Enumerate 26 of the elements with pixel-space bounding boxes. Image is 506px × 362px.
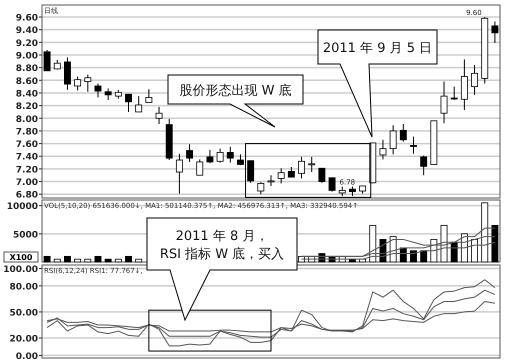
y-tick-label: 8.60 <box>16 76 38 87</box>
y-tick-label: 8.20 <box>16 102 38 112</box>
y-tick-label: 7.20 <box>16 165 38 176</box>
y-tick-label: 100.00 <box>3 264 38 275</box>
y-tick-label: 80.00 <box>10 282 38 292</box>
y-tick-label: 7.00 <box>16 178 38 188</box>
y-tick-label: 8.40 <box>16 89 38 100</box>
y-tick-label: 50.00 <box>10 308 38 318</box>
y-tick-label: 7.80 <box>16 127 38 138</box>
y-tick-label: 7.60 <box>16 140 38 150</box>
y-tick-label: 9.40 <box>16 26 38 36</box>
y-tick-label: 7.40 <box>16 152 38 163</box>
y-tick-label: 5000 <box>12 230 38 240</box>
y-tick-label: 8.80 <box>16 64 38 74</box>
annotation: 股价形态出现 W 底 <box>179 84 292 98</box>
y-tick-label: 9.60 <box>16 14 38 24</box>
y-tick-label: 10000 <box>6 202 38 212</box>
y-axis-title: X100 <box>10 253 33 262</box>
annotation: 2011 年 9 月 5 日 <box>322 41 432 56</box>
y-tick-label: 9.00 <box>16 51 38 62</box>
y-tick-label: 9.20 <box>16 38 38 49</box>
y-tick-label: 8.00 <box>16 114 38 125</box>
y-tick-label: 20.00 <box>10 334 38 345</box>
y-tick-label: 6.80 <box>16 190 38 201</box>
y-tick-label: 0.00 <box>16 352 38 362</box>
annotation: 2011 年 8 月， RSI 指标 W 底，买入 <box>160 229 284 262</box>
